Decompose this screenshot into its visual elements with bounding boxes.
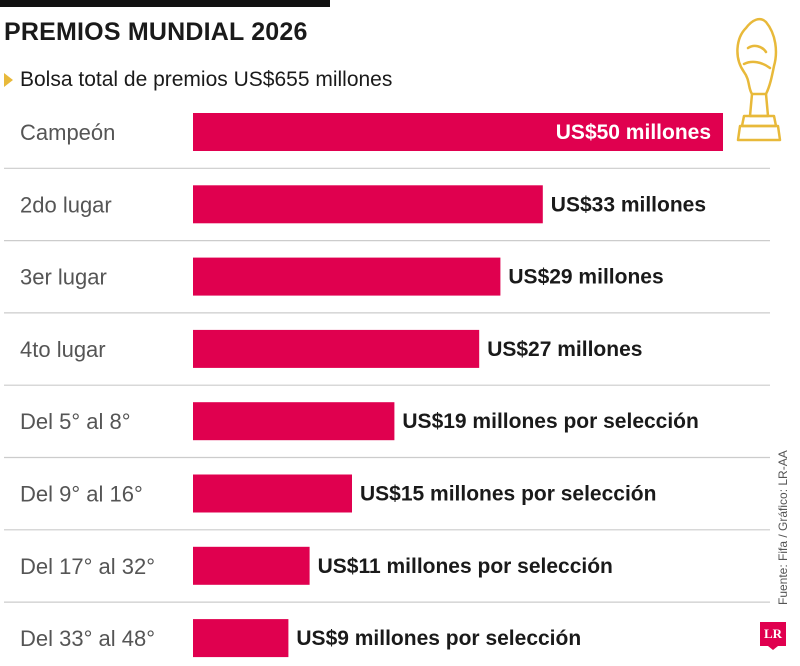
value-label: US$29 millones xyxy=(508,266,663,289)
bar xyxy=(193,474,352,513)
category-label: Del 9° al 16° xyxy=(20,482,143,507)
bar xyxy=(193,619,289,658)
chart-title: PREMIOS MUNDIAL 2026 xyxy=(4,18,308,46)
category-label: 3er lugar xyxy=(20,265,107,290)
top-rule xyxy=(0,0,330,7)
category-label: 2do lugar xyxy=(20,192,112,217)
category-label: 4to lugar xyxy=(20,337,106,362)
subtitle-text: Bolsa total de premios US$655 millones xyxy=(20,68,393,91)
bar xyxy=(193,257,501,296)
svg-text:LR: LR xyxy=(764,626,783,641)
triangle-bullet-icon xyxy=(4,73,13,87)
bar xyxy=(193,113,723,151)
value-label: US$27 millones xyxy=(487,338,642,361)
value-label: US$11 millones por selección xyxy=(318,555,613,578)
value-label: US$19 millones por selección xyxy=(402,410,698,433)
source-note: Fuente: Fifa / Gráfico: LR-AA xyxy=(776,450,790,605)
bar xyxy=(193,546,310,585)
bar xyxy=(193,402,395,441)
trophy-icon xyxy=(736,17,782,142)
value-label: US$9 millones por selección xyxy=(296,627,581,650)
bar xyxy=(193,329,480,368)
value-label: US$33 millones xyxy=(551,193,706,216)
category-label: Del 5° al 8° xyxy=(20,409,131,434)
category-label: Del 33° al 48° xyxy=(20,626,155,651)
chart-subtitle: Bolsa total de premios US$655 millones xyxy=(4,68,392,92)
category-label: Del 17° al 32° xyxy=(20,554,155,579)
bar xyxy=(193,185,543,224)
category-label: Campeón xyxy=(20,120,115,145)
value-label: US$15 millones por selección xyxy=(360,483,656,506)
lr-logo: LR xyxy=(760,622,786,650)
value-label: US$50 millones xyxy=(556,121,711,144)
